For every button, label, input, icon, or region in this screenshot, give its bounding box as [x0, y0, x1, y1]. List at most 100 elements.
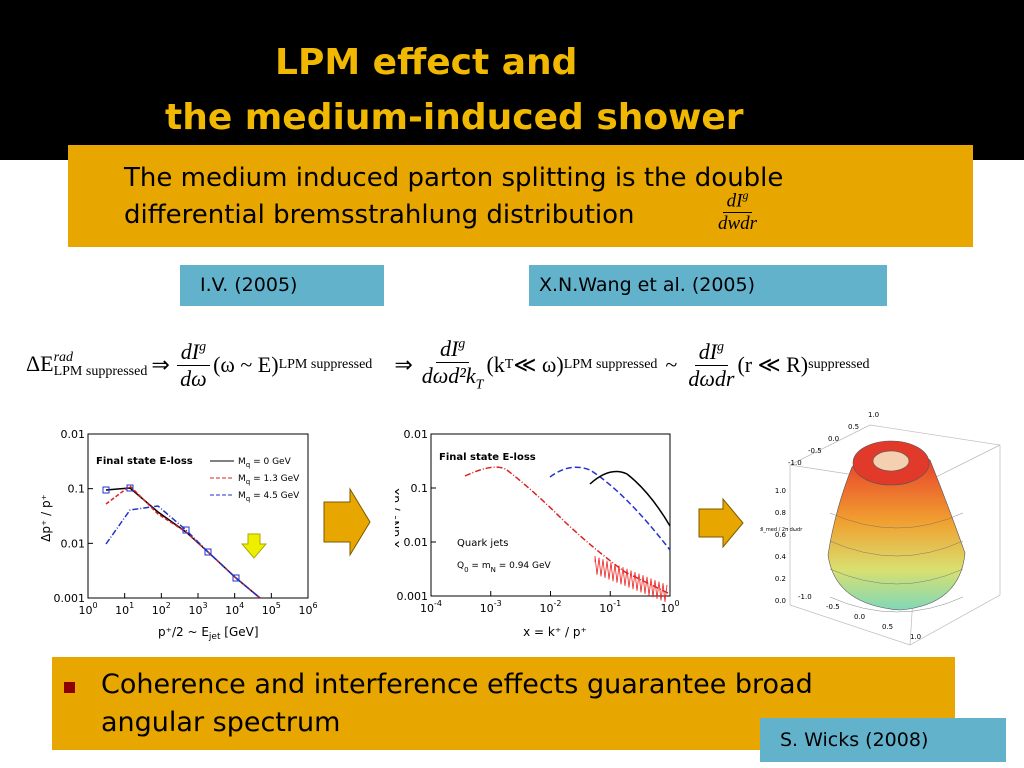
text-part: 10	[599, 602, 613, 615]
x-tick-label: 1.0	[910, 633, 921, 641]
z-tick-label: 0.6	[775, 531, 787, 539]
t: g	[717, 339, 725, 355]
text-part: [GeV]	[220, 625, 258, 639]
z-label: 1 dI_med / 2π dωdr	[760, 527, 803, 533]
legend-label: Mq = 1.3 GeV	[238, 474, 300, 486]
text-part: M	[238, 491, 246, 501]
eq-arrow: ⇒	[394, 352, 413, 377]
text-part: jet	[208, 632, 221, 642]
x-tick-label: -1.0	[798, 593, 812, 601]
y-tick-label: -0.5	[808, 447, 822, 455]
eq-frac: dIg dωd²kT	[422, 336, 484, 393]
plot-frame	[87, 433, 309, 599]
eq-arrow: ⇒	[151, 352, 170, 377]
y-tick-label: 0.001	[54, 592, 86, 605]
x-tick-label: 106	[298, 601, 317, 617]
note: Final state E-loss	[439, 452, 536, 463]
eq-sub: LPM suppressed	[278, 357, 373, 372]
marker	[126, 484, 134, 492]
note: Quark jets	[457, 538, 508, 549]
y-tick-label: 0.01	[61, 537, 86, 550]
text-part: 10	[78, 604, 92, 617]
text-part: 10	[420, 602, 434, 615]
noise	[594, 555, 668, 603]
text-part: 10	[188, 604, 202, 617]
z-tick-label: 1.0	[775, 487, 786, 495]
text-part: 10	[540, 602, 554, 615]
plot-frame	[430, 433, 671, 597]
curve	[549, 466, 671, 551]
eq-frac: dIg dω	[176, 339, 211, 392]
x-tick-label: 10-2	[540, 599, 562, 615]
text-part: 10	[225, 604, 239, 617]
y-tick-label: 0.1	[411, 482, 429, 495]
y-tick-label: 0.1	[68, 483, 86, 496]
text-part: x dN	[395, 520, 402, 548]
t: dI	[698, 338, 718, 364]
x-tick-label: 0.5	[882, 623, 893, 631]
mesh	[829, 512, 964, 529]
ref-box: X.N.Wang et al. (2005)	[529, 265, 887, 306]
text-part: 1	[129, 601, 134, 610]
x-tick-label: 102	[152, 601, 171, 617]
x-tick-label: 100	[78, 601, 97, 617]
y-tick-label: 0.01	[404, 428, 429, 441]
num: dI	[726, 190, 743, 212]
x-tick-label: -0.5	[826, 603, 840, 611]
title-band	[0, 0, 1024, 160]
y-tick-label: 1.0	[868, 411, 879, 419]
x-label: x = k⁺ / p⁺	[523, 625, 587, 639]
text-part: M	[238, 457, 246, 467]
arrow-shape	[698, 497, 744, 549]
x-tick-label: 10-1	[599, 599, 621, 615]
text-part: 0	[464, 566, 468, 574]
x-tick-label: 100	[660, 599, 679, 615]
text-part: q	[246, 461, 250, 469]
x-tick-label: 10-3	[480, 599, 502, 615]
text-part: = m	[469, 561, 491, 571]
text-part: 10	[480, 602, 494, 615]
text-part: 10	[152, 604, 166, 617]
eq-sub: suppressed	[808, 357, 870, 372]
marker	[204, 548, 212, 556]
sup: g	[742, 188, 749, 202]
text-part: 4	[239, 601, 244, 610]
eq-frac: dIg dωdr	[688, 339, 734, 392]
text-part: 2	[166, 601, 171, 610]
mesh	[829, 596, 964, 613]
text-part: 10	[262, 604, 276, 617]
legend-label: Mq = 4.5 GeV	[238, 491, 300, 503]
arrow	[323, 487, 371, 557]
text-part: -4	[434, 599, 442, 608]
x-tick-label: 101	[115, 601, 134, 617]
surface	[827, 448, 966, 611]
intro-line: differential bremsstrahlung distribution	[124, 200, 635, 230]
text-part: Q	[457, 561, 464, 571]
eq-lhs: ΔE rad LPM suppressed	[26, 351, 147, 380]
text-part: / dx	[395, 488, 402, 514]
marker	[182, 526, 190, 534]
t: dω	[180, 365, 207, 391]
equation: ΔE rad LPM suppressed ⇒ dIg dω (ω ~ E) LPM s…	[26, 330, 870, 400]
t: LPM suppressed	[53, 364, 148, 380]
figure-3: 1.0 0.8 0.6 0.4 0.2 0.0 -1.0 -0.5 0.0 0.5 1.0 1.0 0.…	[760, 411, 1001, 646]
text-part: 10	[660, 602, 674, 615]
text-part: 10	[115, 604, 129, 617]
marker	[102, 486, 110, 494]
text-part: 0	[674, 599, 679, 608]
eq-arg: ≪ ω)	[513, 352, 564, 377]
z-tick-label: 0.8	[775, 509, 786, 517]
z-tick-label: 0.4	[775, 553, 787, 561]
note: Final state E-loss	[96, 456, 193, 467]
t: g	[199, 339, 207, 355]
title-line: LPM effect and	[275, 42, 578, 83]
text-part: = 0 GeV	[250, 457, 291, 467]
formula-num: dIg	[722, 188, 753, 214]
bullet-marker	[64, 682, 75, 693]
eq-arg: (r ≪ R)	[737, 352, 809, 377]
x-tick-label: 0.0	[854, 613, 865, 621]
bullet-line: Coherence and interference effects guara…	[101, 669, 813, 700]
